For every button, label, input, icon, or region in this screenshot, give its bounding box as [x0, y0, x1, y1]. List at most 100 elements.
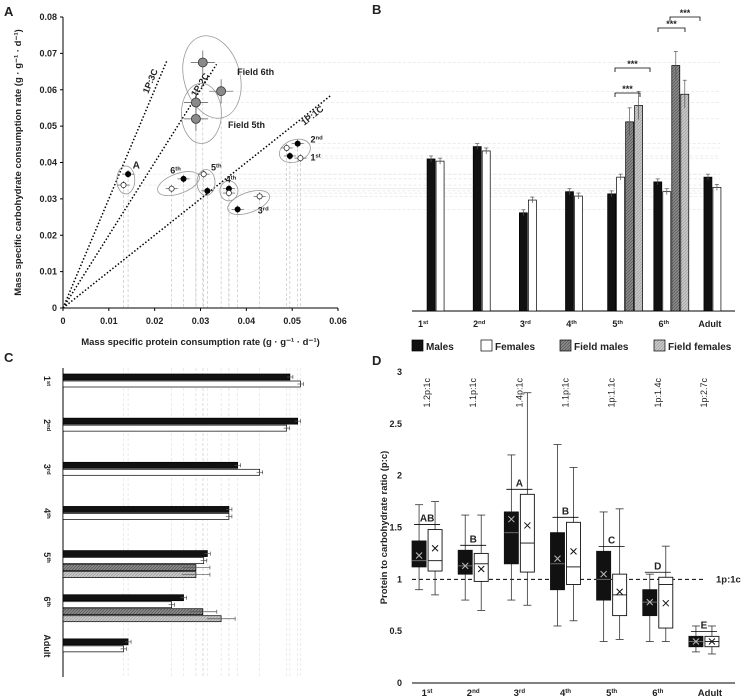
significance-bracket [614, 67, 651, 72]
bar-males [472, 146, 482, 312]
x-tick-label: 0 [60, 316, 65, 326]
group-label: 2nd [311, 134, 324, 144]
box-females [519, 493, 535, 573]
panel-b-category-label: 2nd [473, 319, 486, 329]
group-ellipse [116, 165, 136, 195]
panel-a-x-label: Mass specific protein consumption rate (… [81, 337, 320, 348]
mean-marker [570, 547, 577, 555]
rail-label: 1P:2C [189, 71, 211, 98]
bar-field-males [625, 121, 634, 312]
bar-males [653, 181, 663, 312]
bar-males [519, 212, 528, 312]
group-label: 1st [311, 153, 321, 163]
ratio-label: 1p:1.1c [607, 377, 617, 407]
hbar-field-males [62, 608, 204, 616]
panel-d-y-tick-label: 1.5 [389, 523, 402, 533]
legend-swatch [480, 339, 493, 352]
x-tick-label: 0.03 [192, 316, 210, 326]
hbar-females [62, 557, 205, 564]
group-ellipse [279, 138, 311, 163]
significance-letter: B [470, 534, 477, 545]
bar-females [616, 176, 625, 312]
group-ellipse [157, 171, 200, 197]
hbar-males [62, 461, 238, 469]
bar-males [426, 158, 436, 312]
significance-bracket [657, 27, 686, 32]
bar-males [565, 191, 574, 312]
data-point-females [256, 193, 263, 200]
y-tick-label: 0.02 [39, 230, 57, 240]
y-tick-label: 0.06 [39, 85, 57, 95]
panel-c-category-label: 2nd [42, 419, 52, 432]
mean-marker [508, 515, 515, 523]
data-point-females [297, 155, 304, 162]
ratio-label: 1p:2.7c [699, 377, 709, 407]
x-tick-label: 0.02 [146, 316, 164, 326]
group-ellipse [227, 190, 270, 215]
bar-females [662, 191, 672, 312]
y-tick-label: 0.05 [39, 121, 57, 131]
rail-label: 1P:1C [299, 103, 326, 127]
box-males [596, 550, 612, 601]
panel-d-category-label: 3rd [514, 688, 526, 698]
panel-d-y-tick-label: 1 [397, 574, 402, 584]
bar-males [703, 176, 713, 312]
significance-letter: C [608, 535, 615, 546]
group-ellipse [181, 82, 222, 144]
data-point-field-males [197, 57, 208, 68]
group-ellipse [219, 180, 239, 202]
panel-d-category-label: 6th [652, 688, 663, 698]
hbar-females [62, 645, 124, 653]
significance-stars: *** [622, 84, 633, 94]
legend: Males Females Field males Field females [411, 339, 732, 353]
legend-label: Field males [574, 342, 629, 353]
data-point-females [168, 185, 175, 192]
group-label: Field 5th [228, 120, 265, 130]
y-tick-label: 0.01 [39, 267, 57, 277]
ratio-label: 1.4p:1c [514, 377, 524, 407]
panel-d-category-label: 4th [560, 688, 571, 698]
panel-d-y-tick-label: 2 [397, 471, 402, 481]
panel-d-category-label: 2nd [467, 688, 480, 698]
group-label: 4th [226, 175, 237, 185]
group-label: 6th [170, 165, 181, 175]
panel-d-y-tick-label: 0.5 [389, 626, 402, 636]
hbar-females [62, 513, 230, 520]
hbar-females [62, 380, 301, 388]
data-point-field-males [216, 86, 227, 97]
panel-d-category-label: 1st [422, 688, 433, 698]
significance-letter: E [701, 620, 708, 631]
hbar-females [62, 468, 260, 476]
data-point-males [234, 206, 241, 213]
significance-bracket [614, 92, 641, 97]
mean-marker [662, 599, 670, 607]
hbar-males [62, 373, 291, 381]
mean-marker [415, 552, 423, 559]
panel-b-category-label: Adult [698, 319, 721, 329]
mean-marker [600, 570, 607, 578]
panel-d-category-label: 5th [606, 688, 617, 698]
panel-d-y-tick-label: 3 [397, 367, 402, 377]
bar-females [435, 160, 445, 312]
bar-females [574, 195, 583, 312]
legend-swatch [559, 339, 572, 352]
data-point-males [204, 187, 211, 194]
rail-label: 1P:3C [141, 67, 160, 95]
bar-females [528, 199, 537, 312]
x-tick-label: 0.06 [329, 316, 347, 326]
panel-d-letter: D [372, 353, 381, 368]
data-point-field-males [191, 113, 201, 124]
mean-marker [554, 555, 561, 562]
significance-letter: B [562, 506, 569, 517]
reference-label: 1p:1c [716, 574, 741, 585]
hbar-females [62, 424, 288, 432]
significance-letter: D [654, 561, 661, 572]
legend-swatch [653, 339, 666, 352]
ratio-label: 1.1p:1c [468, 377, 478, 407]
significance-stars: *** [666, 19, 677, 29]
data-point-males [294, 140, 301, 147]
group-ellipse [196, 169, 216, 196]
mean-marker [692, 638, 700, 645]
bar-field-males [671, 65, 681, 312]
